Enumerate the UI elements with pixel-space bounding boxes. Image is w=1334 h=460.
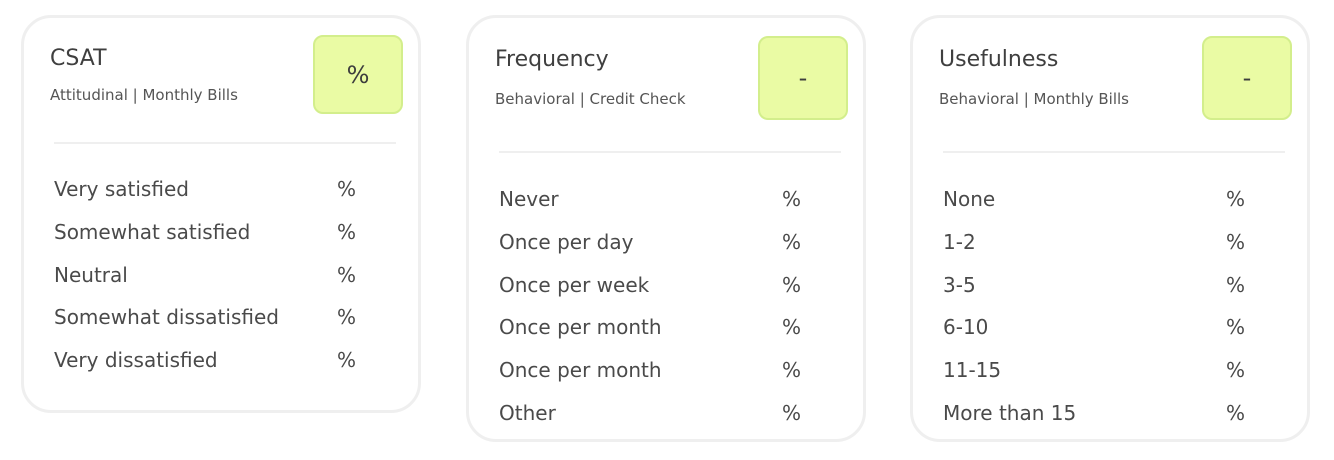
option-value: % <box>1226 400 1246 425</box>
option-list: Very satisfied% Somewhat satisfied% Neut… <box>54 177 398 391</box>
option-label: Once per day <box>499 229 634 254</box>
list-item: Never% <box>499 187 843 230</box>
list-item: 6-10% <box>943 315 1287 358</box>
option-value: % <box>782 358 802 382</box>
list-item: Once per day% <box>499 230 843 273</box>
list-item: 3-5% <box>943 273 1287 316</box>
option-label: 6-10 <box>943 315 989 340</box>
option-value: % <box>1226 358 1246 382</box>
option-label: None <box>943 187 996 211</box>
option-value: % <box>337 262 357 287</box>
option-label: Other <box>499 400 556 425</box>
list-item: Once per month% <box>499 358 843 401</box>
option-label: 1-2 <box>943 229 976 254</box>
option-label: Somewhat satisfied <box>54 219 251 244</box>
list-item: Once per week% <box>499 273 843 316</box>
card-title: Frequency <box>495 47 609 72</box>
option-label: Neutral <box>54 262 128 287</box>
option-value: % <box>337 177 357 201</box>
option-list: Never% Once per day% Once per week% Once… <box>499 187 843 444</box>
option-label: 11-15 <box>943 358 1002 382</box>
list-item: Neutral% <box>54 263 398 306</box>
list-item: Somewhat dissatisfied% <box>54 305 398 348</box>
option-value: % <box>782 272 802 297</box>
list-item: Other% <box>499 401 843 444</box>
option-label: Very dissatisfied <box>54 348 218 372</box>
score-badge: - <box>758 36 848 120</box>
list-item: 1-2% <box>943 230 1287 273</box>
option-value: % <box>1226 272 1246 297</box>
list-item: None% <box>943 187 1287 230</box>
option-label: 3-5 <box>943 272 976 297</box>
card-subtitle: Attitudinal | Monthly Bills <box>50 86 238 104</box>
card-subtitle: Behavioral | Monthly Bills <box>939 90 1129 108</box>
card-title: CSAT <box>50 46 107 71</box>
option-value: % <box>1226 315 1246 340</box>
list-item: Very dissatisfied% <box>54 348 398 391</box>
option-label: Once per month <box>499 315 662 340</box>
option-label: Once per week <box>499 272 650 297</box>
card-subtitle: Behavioral | Credit Check <box>495 90 686 108</box>
option-label: Somewhat dissatisfied <box>54 305 279 330</box>
option-value: % <box>1226 229 1246 254</box>
option-label: More than 15 <box>943 400 1077 425</box>
option-label: Very satisfied <box>54 177 189 201</box>
score-badge: % <box>313 35 403 114</box>
option-label: Once per month <box>499 358 662 382</box>
option-value: % <box>782 315 802 340</box>
option-value: % <box>1226 187 1246 211</box>
option-value: % <box>337 219 357 244</box>
usefulness-card: Usefulness Behavioral | Monthly Bills - … <box>910 15 1310 442</box>
score-badge: - <box>1202 36 1292 120</box>
list-item: Somewhat satisfied% <box>54 220 398 263</box>
list-item: Very satisfied% <box>54 177 398 220</box>
list-item: Once per month% <box>499 315 843 358</box>
option-label: Never <box>499 187 559 211</box>
option-list: None% 1-2% 3-5% 6-10% 11-15% More than 1… <box>943 187 1287 444</box>
frequency-card: Frequency Behavioral | Credit Check - Ne… <box>466 15 866 442</box>
option-value: % <box>337 305 357 330</box>
card-title: Usefulness <box>939 47 1059 72</box>
option-value: % <box>782 400 802 425</box>
option-value: % <box>337 348 357 372</box>
list-item: More than 15% <box>943 401 1287 444</box>
list-item: 11-15% <box>943 358 1287 401</box>
divider <box>499 151 841 153</box>
divider <box>943 151 1285 153</box>
csat-card: CSAT Attitudinal | Monthly Bills % Very … <box>21 15 421 413</box>
option-value: % <box>782 229 802 254</box>
divider <box>54 142 396 144</box>
option-value: % <box>782 187 802 211</box>
